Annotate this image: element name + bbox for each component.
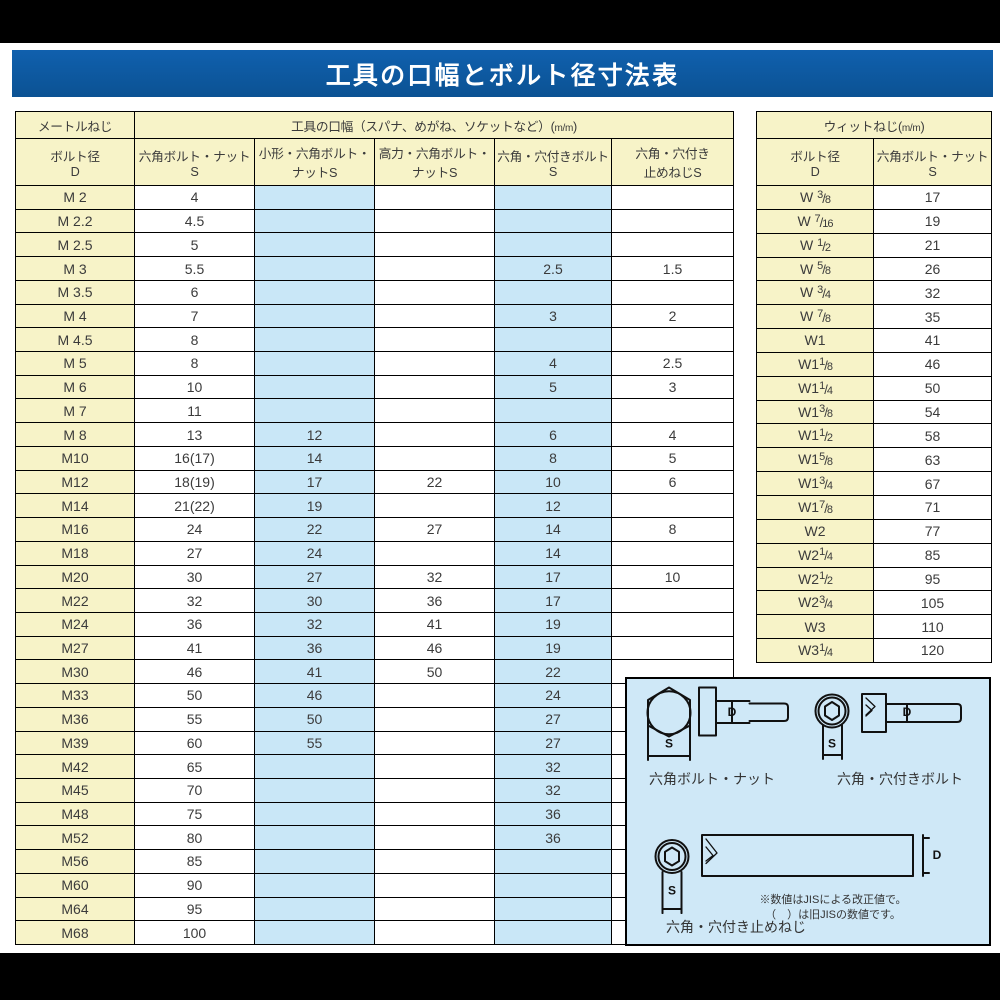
svg-text:D: D (933, 848, 942, 862)
svg-text:※数値はJISによる改正値で。: ※数値はJISによる改正値で。 (759, 892, 906, 906)
svg-text:S: S (828, 737, 836, 751)
svg-text:六角・穴付きボルト: 六角・穴付きボルト (837, 771, 963, 787)
svg-text:D: D (903, 705, 912, 719)
svg-text:六角・穴付き止めねじ: 六角・穴付き止めねじ (666, 919, 806, 935)
svg-text:（ ）は旧JISの数値です。: （ ）は旧JISの数値です。 (765, 908, 901, 921)
svg-text:六角ボルト・ナット: 六角ボルト・ナット (649, 771, 775, 787)
svg-text:S: S (668, 884, 676, 898)
svg-text:D: D (728, 705, 737, 719)
svg-text:S: S (665, 737, 673, 751)
